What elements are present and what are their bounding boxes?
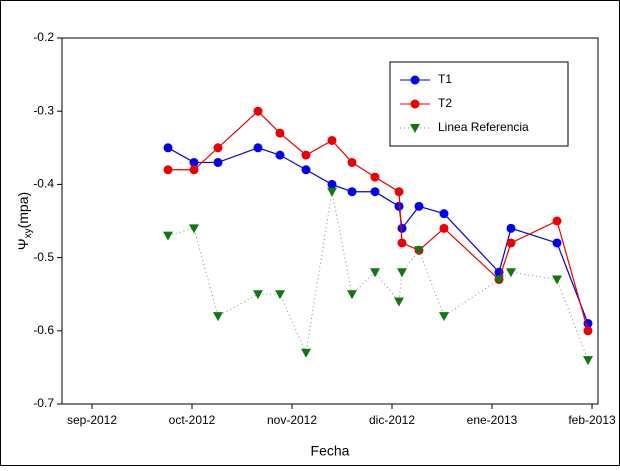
data-point xyxy=(213,157,223,167)
x-tick-label: ene-2013 xyxy=(467,413,518,427)
data-point xyxy=(506,268,516,278)
x-tick-label: oct-2012 xyxy=(169,413,216,427)
y-tick-label: -0.5 xyxy=(33,250,54,264)
data-point xyxy=(253,143,263,153)
data-point xyxy=(414,201,424,211)
y-label-subscript: xy xyxy=(23,228,34,238)
y-axis-label: Ψxy(mpa) xyxy=(15,192,34,250)
data-point xyxy=(213,312,223,322)
data-point xyxy=(327,187,337,197)
data-point xyxy=(301,150,311,160)
data-point xyxy=(189,224,199,234)
y-label-symbol: Ψ xyxy=(15,238,31,250)
data-point xyxy=(397,238,407,248)
data-point xyxy=(189,165,199,175)
data-point xyxy=(347,157,357,167)
data-point xyxy=(414,246,424,256)
data-point xyxy=(397,268,407,278)
legend-label: Linea Referencia xyxy=(438,120,529,134)
data-point xyxy=(583,326,593,336)
y-tick-label: -0.4 xyxy=(33,177,54,191)
legend-marker xyxy=(410,99,420,109)
data-point xyxy=(253,106,263,116)
y-tick-label: -0.6 xyxy=(33,323,54,337)
data-point xyxy=(394,297,404,307)
data-point xyxy=(552,275,562,285)
data-point xyxy=(494,275,504,285)
data-point xyxy=(552,238,562,248)
data-point xyxy=(397,223,407,233)
data-point xyxy=(552,216,562,226)
data-point xyxy=(253,290,263,300)
x-tick-label: sep-2012 xyxy=(67,413,117,427)
y-tick-label: -0.3 xyxy=(33,103,54,117)
plot-area xyxy=(61,37,599,405)
x-tick-label: dic-2012 xyxy=(369,413,415,427)
data-point xyxy=(327,179,337,189)
legend-marker xyxy=(410,124,420,133)
data-point xyxy=(506,223,516,233)
data-point xyxy=(275,290,285,300)
data-point xyxy=(370,268,380,278)
data-point xyxy=(394,187,404,197)
legend-label: T2 xyxy=(438,96,452,110)
x-axis-label: Fecha xyxy=(311,443,350,459)
y-tick-label: -0.7 xyxy=(33,396,54,410)
data-point xyxy=(370,172,380,182)
y-label-unit: (mpa) xyxy=(15,192,31,229)
data-point xyxy=(439,209,449,219)
data-point xyxy=(506,238,516,248)
data-point xyxy=(213,143,223,153)
data-point xyxy=(327,135,337,145)
legend-marker xyxy=(410,75,420,85)
data-point xyxy=(394,201,404,211)
series-line xyxy=(167,191,589,361)
data-point xyxy=(163,165,173,175)
data-point xyxy=(301,165,311,175)
data-point xyxy=(275,128,285,138)
data-point xyxy=(347,290,357,300)
x-tick-label: feb-2013 xyxy=(568,413,616,427)
data-point xyxy=(163,231,173,241)
data-point xyxy=(163,143,173,153)
data-point xyxy=(275,150,285,160)
data-point xyxy=(439,312,449,322)
y-tick-label: -0.2 xyxy=(33,30,54,44)
data-point xyxy=(583,356,593,366)
data-point xyxy=(189,157,199,167)
data-point xyxy=(370,187,380,197)
data-point xyxy=(301,348,311,358)
data-point xyxy=(347,187,357,197)
data-point xyxy=(439,223,449,233)
legend-label: T1 xyxy=(438,72,452,86)
x-tick-label: nov-2012 xyxy=(267,413,317,427)
